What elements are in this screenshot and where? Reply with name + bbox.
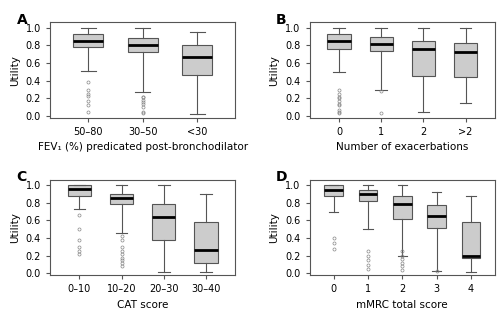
PathPatch shape: [370, 37, 393, 51]
PathPatch shape: [454, 43, 477, 77]
X-axis label: Number of exacerbations: Number of exacerbations: [336, 142, 468, 152]
Y-axis label: Utility: Utility: [10, 55, 20, 85]
PathPatch shape: [324, 185, 343, 196]
Text: C: C: [16, 170, 27, 184]
Y-axis label: Utility: Utility: [270, 212, 280, 243]
PathPatch shape: [110, 194, 133, 204]
PathPatch shape: [182, 45, 212, 75]
PathPatch shape: [152, 204, 176, 240]
X-axis label: mMRC total score: mMRC total score: [356, 300, 448, 310]
PathPatch shape: [393, 196, 411, 219]
PathPatch shape: [427, 204, 446, 228]
PathPatch shape: [412, 41, 435, 76]
Y-axis label: Utility: Utility: [270, 55, 280, 85]
PathPatch shape: [128, 38, 158, 52]
PathPatch shape: [328, 34, 350, 49]
PathPatch shape: [73, 34, 103, 47]
Text: B: B: [276, 13, 287, 27]
Text: D: D: [276, 170, 287, 184]
Y-axis label: Utility: Utility: [10, 212, 20, 243]
Text: A: A: [16, 13, 28, 27]
PathPatch shape: [462, 222, 480, 258]
PathPatch shape: [194, 222, 218, 263]
PathPatch shape: [68, 185, 91, 196]
X-axis label: FEV₁ (%) predicated post-bronchodilator: FEV₁ (%) predicated post-bronchodilator: [38, 142, 248, 152]
PathPatch shape: [358, 189, 378, 201]
X-axis label: CAT score: CAT score: [117, 300, 168, 310]
